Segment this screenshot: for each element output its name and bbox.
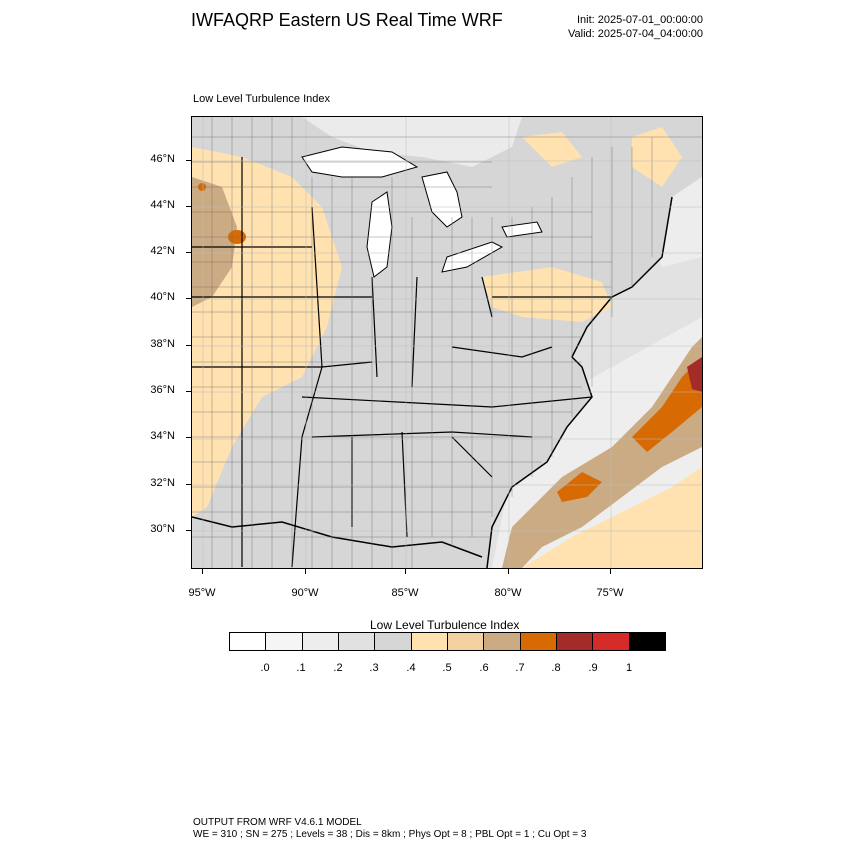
colorbar-label: .6 [479,662,489,674]
lat-label-32: 32°N [150,477,175,489]
lat-tick [186,530,191,531]
lon-label-85w: 85°W [391,587,419,599]
lon-label-90w: 90°W [291,587,319,599]
lat-tick [186,252,191,253]
quebec-moderate-region [522,132,582,167]
turbulence-map [191,116,703,569]
colorbar-swatch-1 [266,633,303,650]
colorbar-swatch-9 [556,633,594,650]
lat-label-30: 30°N [150,523,175,535]
lake-michigan [366,191,393,278]
lon-tick [405,569,406,574]
atlantic-moderate-band [522,467,702,568]
colorbar-swatch-6 [447,633,485,650]
lat-tick [186,391,191,392]
graticule [192,117,702,568]
colorbar-swatch-2 [302,633,339,650]
lon-tick [610,569,611,574]
model-info-line1: OUTPUT FROM WRF V4.6.1 MODEL [193,817,362,828]
county-boundaries [192,117,702,568]
atlantic-high-band [502,337,702,568]
lat-label-40: 40°N [150,291,175,303]
lat-tick [186,206,191,207]
lat-label-44: 44°N [150,199,175,211]
panel-title: Low Level Turbulence Index [193,93,330,105]
atlantic-max-region [687,357,702,392]
lat-tick [186,437,191,438]
colorbar-label: .3 [369,662,379,674]
valid-time: Valid: 2025-07-04_04:00:00 [568,28,703,40]
lat-tick [186,298,191,299]
colorbar-swatch-11 [629,633,665,650]
colorbar-swatch-4 [375,633,412,650]
colorbar-swatch-0 [230,633,267,650]
colorbar-label: 1 [625,662,633,674]
lat-label-38: 38°N [150,338,175,350]
lon-label-80w: 80°W [494,587,522,599]
lon-label-95w: 95°W [188,587,216,599]
colorbar-label: .9 [588,662,598,674]
lat-label-36: 36°N [150,384,175,396]
colorbar-label: .8 [551,662,561,674]
colorbar-label: .7 [515,662,525,674]
lat-tick [186,345,191,346]
model-info-line2: WE = 310 ; SN = 275 ; Levels = 38 ; Dis … [193,829,587,840]
colorbar-label: .5 [442,662,452,674]
atlantic-peak-region-south [557,472,602,502]
canada-light-region [302,117,522,167]
colorbar-swatch-8 [520,633,557,650]
maine-moderate-region [632,127,682,187]
colorbar-swatch-5 [411,633,448,650]
colorbar-label: .0 [260,662,270,674]
colorbar [229,632,666,651]
lon-tick [508,569,509,574]
lat-label-42: 42°N [150,245,175,257]
colorbar-swatch-3 [338,633,376,650]
colorbar-label: .4 [406,662,416,674]
colorbar-label: .1 [296,662,306,674]
lat-tick [186,484,191,485]
figure-title: IWFAQRP Eastern US Real Time WRF [191,10,503,30]
colorbar-swatch-10 [593,633,630,650]
northeast-moderate-region [482,267,612,322]
colorbar-title: Low Level Turbulence Index [370,618,520,632]
colorbar-label: .2 [333,662,343,674]
lon-tick [202,569,203,574]
lat-tick [186,160,191,161]
colorbar-swatch-7 [484,633,521,650]
lat-label-46: 46°N [150,153,175,165]
lon-tick [305,569,306,574]
lat-label-34: 34°N [150,430,175,442]
init-time: Init: 2025-07-01_00:00:00 [577,14,703,26]
atlantic-peak-region-north [632,357,702,452]
lon-label-75w: 75°W [596,587,624,599]
